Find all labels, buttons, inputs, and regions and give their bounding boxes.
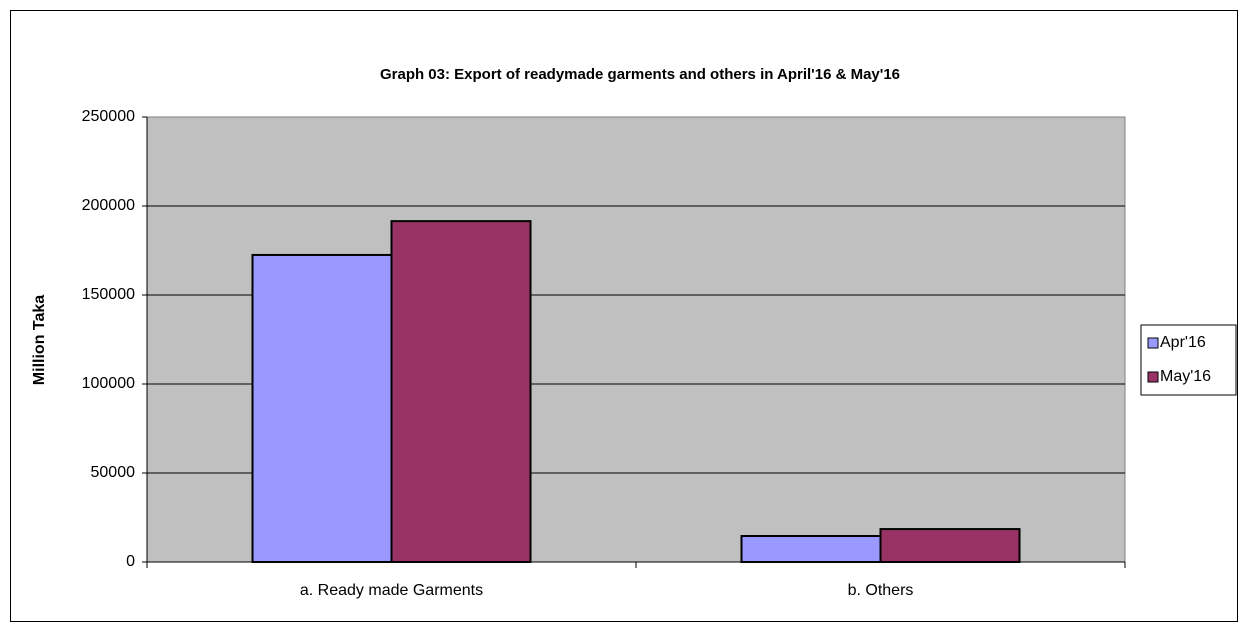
bar [740,535,882,564]
chart-title: Graph 03: Export of readymade garments a… [380,66,900,83]
y-tick-label: 100000 [82,375,135,392]
legend-label: May'16 [1160,368,1211,385]
legend-label: Apr'16 [1160,334,1206,351]
bar [879,528,1021,564]
legend-box [1140,324,1237,396]
y-tick-label: 200000 [82,197,135,214]
y-tick-label: 150000 [82,286,135,303]
x-tick-label: a. Ready made Garments [300,582,483,599]
y-tick-label: 0 [126,553,135,570]
legend-swatch [1147,371,1159,383]
bar [251,253,393,563]
y-tick-label: 50000 [91,464,136,481]
legend-swatch [1147,337,1159,349]
y-tick-label: 250000 [82,108,135,125]
y-axis-label: Million Taka [31,295,48,385]
x-tick-label: b. Others [848,582,914,599]
bar [390,220,532,563]
